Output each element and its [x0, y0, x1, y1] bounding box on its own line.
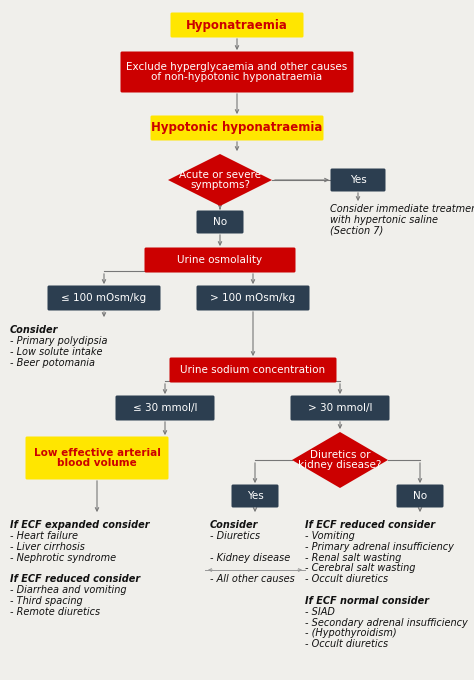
Text: - Cerebral salt wasting: - Cerebral salt wasting: [305, 564, 416, 573]
FancyBboxPatch shape: [170, 358, 337, 382]
Text: Yes: Yes: [350, 175, 366, 185]
Text: - Occult diuretics: - Occult diuretics: [305, 574, 388, 584]
Text: - Remote diuretics: - Remote diuretics: [10, 607, 100, 617]
Text: Hyponatraemia: Hyponatraemia: [186, 18, 288, 31]
FancyBboxPatch shape: [197, 286, 310, 311]
Polygon shape: [168, 154, 272, 206]
Text: (Section 7): (Section 7): [330, 226, 383, 236]
FancyBboxPatch shape: [47, 286, 161, 311]
Text: - Kidney disease: - Kidney disease: [210, 553, 290, 562]
Text: of non-hypotonic hyponatraemia: of non-hypotonic hyponatraemia: [151, 72, 323, 82]
Text: - Beer potomania: - Beer potomania: [10, 358, 95, 368]
Text: Exclude hyperglycaemia and other causes: Exclude hyperglycaemia and other causes: [127, 62, 347, 72]
Polygon shape: [292, 432, 388, 488]
Text: - Low solute intake: - Low solute intake: [10, 347, 102, 357]
Text: If ECF reduced consider: If ECF reduced consider: [305, 520, 435, 530]
FancyBboxPatch shape: [26, 437, 168, 479]
Text: kidney disease?: kidney disease?: [298, 460, 382, 471]
FancyBboxPatch shape: [291, 396, 390, 420]
Text: > 30 mmol/l: > 30 mmol/l: [308, 403, 372, 413]
Text: - Liver cirrhosis: - Liver cirrhosis: [10, 542, 85, 551]
Text: symptoms?: symptoms?: [190, 180, 250, 190]
Text: Low effective arterial: Low effective arterial: [34, 448, 160, 458]
FancyBboxPatch shape: [145, 248, 295, 273]
FancyBboxPatch shape: [197, 211, 244, 233]
Text: Yes: Yes: [246, 491, 264, 501]
Text: - Third spacing: - Third spacing: [10, 596, 83, 606]
Text: with hypertonic saline: with hypertonic saline: [330, 215, 438, 225]
FancyBboxPatch shape: [396, 484, 444, 507]
Text: Consider: Consider: [10, 325, 58, 335]
FancyBboxPatch shape: [120, 52, 354, 92]
Text: - Nephrotic syndrome: - Nephrotic syndrome: [10, 553, 116, 562]
Text: - Primary adrenal insufficiency: - Primary adrenal insufficiency: [305, 542, 454, 551]
Text: Consider: Consider: [210, 520, 258, 530]
Text: Urine sodium concentration: Urine sodium concentration: [181, 365, 326, 375]
FancyBboxPatch shape: [151, 116, 323, 141]
Text: Hypotonic hyponatraemia: Hypotonic hyponatraemia: [151, 122, 323, 135]
Text: ≤ 30 mmol/l: ≤ 30 mmol/l: [133, 403, 197, 413]
Text: Diuretics or: Diuretics or: [310, 449, 370, 460]
Text: - Diarrhea and vomiting: - Diarrhea and vomiting: [10, 585, 127, 595]
Text: > 100 mOsm/kg: > 100 mOsm/kg: [210, 293, 296, 303]
Text: blood volume: blood volume: [57, 458, 137, 468]
Text: - SIAD: - SIAD: [305, 607, 335, 617]
FancyBboxPatch shape: [171, 12, 303, 37]
Text: If ECF normal consider: If ECF normal consider: [305, 596, 429, 606]
Text: - Occult diuretics: - Occult diuretics: [305, 639, 388, 649]
Text: No: No: [213, 217, 227, 227]
Text: No: No: [413, 491, 427, 501]
Text: - All other causes: - All other causes: [210, 574, 295, 584]
FancyBboxPatch shape: [231, 484, 279, 507]
Text: If ECF expanded consider: If ECF expanded consider: [10, 520, 149, 530]
Text: Consider immediate treatment: Consider immediate treatment: [330, 204, 474, 214]
Text: ≤ 100 mOsm/kg: ≤ 100 mOsm/kg: [62, 293, 146, 303]
Text: - Vomiting: - Vomiting: [305, 531, 355, 541]
FancyBboxPatch shape: [116, 396, 215, 420]
Text: Acute or severe: Acute or severe: [179, 170, 261, 180]
Text: - Renal salt wasting: - Renal salt wasting: [305, 553, 401, 562]
Text: - (Hypothyroidism): - (Hypothyroidism): [305, 628, 397, 639]
Text: If ECF reduced consider: If ECF reduced consider: [10, 574, 140, 584]
FancyBboxPatch shape: [330, 169, 385, 192]
Text: - Diuretics: - Diuretics: [210, 531, 260, 541]
Text: - Secondary adrenal insufficiency: - Secondary adrenal insufficiency: [305, 617, 468, 628]
Text: - Heart failure: - Heart failure: [10, 531, 78, 541]
Text: - Primary polydipsia: - Primary polydipsia: [10, 336, 108, 346]
Text: Urine osmolality: Urine osmolality: [177, 255, 263, 265]
